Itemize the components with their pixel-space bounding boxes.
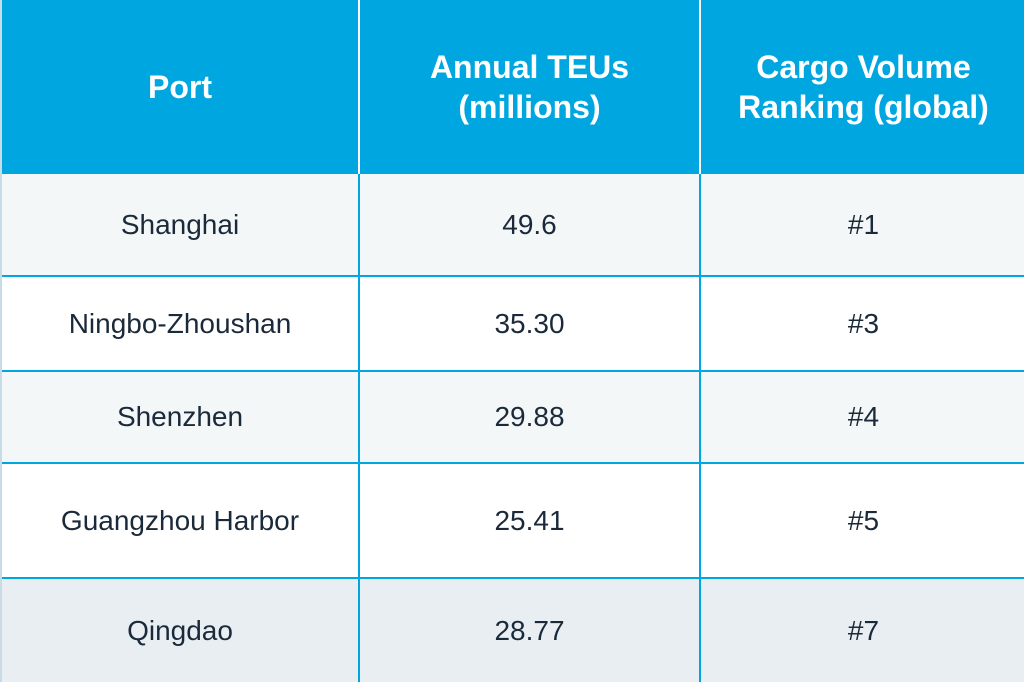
cell-rank: #7 [701, 579, 1024, 682]
cell-port: Ningbo-Zhoushan [2, 277, 360, 372]
cell-rank: #5 [701, 464, 1024, 579]
header-port: Port [2, 0, 360, 174]
cell-rank: #4 [701, 372, 1024, 464]
header-cargo-ranking: Cargo Volume Ranking (global) [701, 0, 1024, 174]
header-annual-teus: Annual TEUs (millions) [360, 0, 701, 174]
cell-teus: 28.77 [360, 579, 701, 682]
cell-port: Guangzhou Harbor [2, 464, 360, 579]
cell-port: Shenzhen [2, 372, 360, 464]
cell-rank: #3 [701, 277, 1024, 372]
cell-port: Shanghai [2, 174, 360, 277]
cell-teus: 29.88 [360, 372, 701, 464]
cell-teus: 25.41 [360, 464, 701, 579]
cell-teus: 49.6 [360, 174, 701, 277]
cell-rank: #1 [701, 174, 1024, 277]
cell-teus: 35.30 [360, 277, 701, 372]
cell-port: Qingdao [2, 579, 360, 682]
